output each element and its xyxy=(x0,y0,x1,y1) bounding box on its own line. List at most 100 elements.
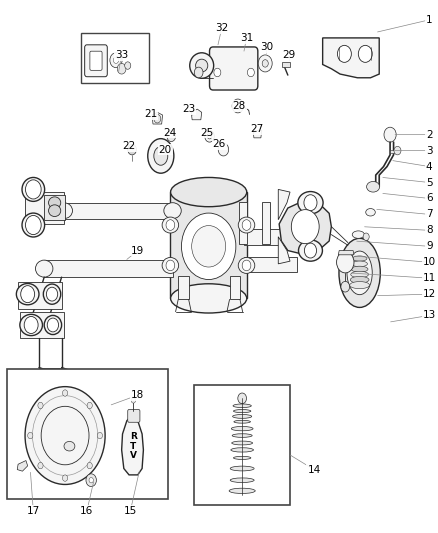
Ellipse shape xyxy=(233,415,252,418)
Circle shape xyxy=(130,386,140,399)
Text: 17: 17 xyxy=(27,506,40,516)
Bar xyxy=(81,33,148,83)
Ellipse shape xyxy=(230,466,254,471)
Text: 7: 7 xyxy=(426,209,433,220)
Circle shape xyxy=(232,99,244,113)
Circle shape xyxy=(154,115,161,123)
FancyBboxPatch shape xyxy=(128,409,140,422)
Circle shape xyxy=(207,134,212,139)
Ellipse shape xyxy=(352,256,367,261)
Ellipse shape xyxy=(20,314,42,336)
Polygon shape xyxy=(116,384,153,400)
Ellipse shape xyxy=(234,421,251,423)
Ellipse shape xyxy=(233,404,251,408)
Ellipse shape xyxy=(350,277,369,283)
Text: 1: 1 xyxy=(426,15,433,25)
Circle shape xyxy=(117,63,126,74)
Polygon shape xyxy=(278,237,290,264)
Circle shape xyxy=(337,45,351,62)
Circle shape xyxy=(258,55,272,72)
Circle shape xyxy=(47,318,59,332)
Circle shape xyxy=(41,406,89,465)
Circle shape xyxy=(247,68,254,77)
Ellipse shape xyxy=(49,197,61,208)
Text: 15: 15 xyxy=(124,506,137,516)
Ellipse shape xyxy=(170,284,247,313)
Ellipse shape xyxy=(35,260,53,277)
Polygon shape xyxy=(44,260,173,277)
Ellipse shape xyxy=(190,53,214,78)
Ellipse shape xyxy=(298,191,323,214)
Polygon shape xyxy=(170,192,247,298)
Ellipse shape xyxy=(181,213,236,279)
Text: 11: 11 xyxy=(423,273,436,283)
Ellipse shape xyxy=(162,217,179,233)
Bar xyxy=(7,369,168,499)
Ellipse shape xyxy=(233,456,251,459)
Circle shape xyxy=(25,386,105,484)
Ellipse shape xyxy=(366,208,375,216)
Ellipse shape xyxy=(162,257,179,273)
Circle shape xyxy=(24,317,38,334)
Circle shape xyxy=(87,463,92,469)
Ellipse shape xyxy=(192,225,226,267)
Text: 10: 10 xyxy=(423,257,436,267)
Circle shape xyxy=(205,131,214,142)
Text: 8: 8 xyxy=(426,225,433,236)
Circle shape xyxy=(87,402,92,409)
Circle shape xyxy=(218,143,229,156)
Circle shape xyxy=(46,287,58,301)
Circle shape xyxy=(194,67,203,78)
Text: R
T
V: R T V xyxy=(130,432,137,461)
Text: 18: 18 xyxy=(131,390,145,400)
Circle shape xyxy=(28,432,33,439)
Circle shape xyxy=(25,215,41,235)
FancyBboxPatch shape xyxy=(209,47,258,90)
Ellipse shape xyxy=(238,257,255,273)
Text: 32: 32 xyxy=(215,23,228,34)
Polygon shape xyxy=(338,251,354,255)
Circle shape xyxy=(304,243,317,258)
Circle shape xyxy=(25,180,41,199)
Ellipse shape xyxy=(55,203,72,219)
Bar xyxy=(239,201,247,244)
Polygon shape xyxy=(122,415,143,475)
Text: 16: 16 xyxy=(80,506,93,516)
Polygon shape xyxy=(64,203,173,219)
Circle shape xyxy=(214,68,221,77)
Text: 30: 30 xyxy=(261,43,273,52)
Text: 14: 14 xyxy=(307,465,321,474)
Ellipse shape xyxy=(299,240,322,261)
Bar xyxy=(230,276,240,300)
Circle shape xyxy=(363,233,369,240)
Polygon shape xyxy=(278,189,290,220)
Circle shape xyxy=(304,195,317,211)
Text: 21: 21 xyxy=(144,109,157,119)
Ellipse shape xyxy=(49,205,61,216)
Ellipse shape xyxy=(22,213,45,237)
Polygon shape xyxy=(279,200,332,255)
Ellipse shape xyxy=(351,271,368,278)
Ellipse shape xyxy=(44,316,62,335)
Circle shape xyxy=(86,474,96,487)
Ellipse shape xyxy=(148,139,174,173)
Circle shape xyxy=(38,402,43,409)
Bar xyxy=(194,385,290,505)
Circle shape xyxy=(125,62,131,69)
Circle shape xyxy=(341,281,350,292)
Ellipse shape xyxy=(231,426,253,431)
Polygon shape xyxy=(244,229,297,245)
Circle shape xyxy=(242,260,251,271)
Polygon shape xyxy=(25,192,64,224)
Ellipse shape xyxy=(350,281,370,289)
Ellipse shape xyxy=(351,266,368,272)
Circle shape xyxy=(63,475,68,481)
Text: 20: 20 xyxy=(159,144,172,155)
Circle shape xyxy=(97,432,102,439)
Circle shape xyxy=(166,220,175,230)
Circle shape xyxy=(238,393,247,403)
Text: 12: 12 xyxy=(423,289,436,299)
Ellipse shape xyxy=(64,441,75,451)
Circle shape xyxy=(110,53,122,68)
Text: 33: 33 xyxy=(115,50,128,60)
